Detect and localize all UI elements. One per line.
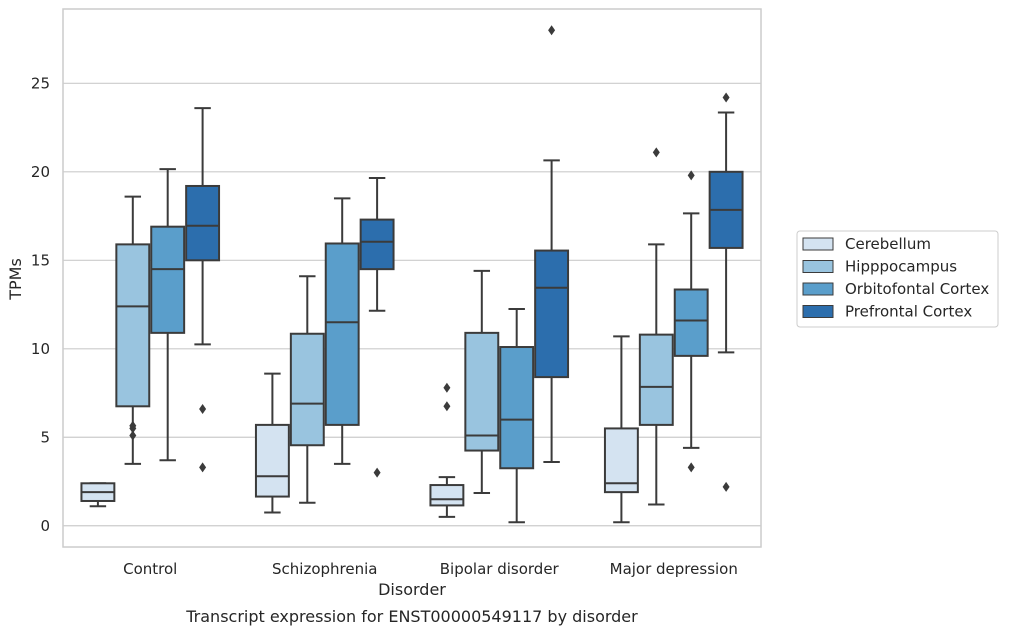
box-hipppocampus xyxy=(289,275,325,504)
box-iqr xyxy=(429,484,465,507)
outlier-point xyxy=(443,401,451,412)
box-iqr xyxy=(464,331,500,452)
box-iqr xyxy=(603,427,639,494)
y-tick-label: 15 xyxy=(31,251,50,269)
box-iqr xyxy=(638,333,674,426)
box-orbitofontal-cortex xyxy=(673,170,709,473)
legend-swatch xyxy=(802,260,834,273)
legend: Cerebellum Hipppocampus Orbitofontal Corte… xyxy=(796,230,999,328)
legend-swatch xyxy=(802,305,834,318)
outlier-point xyxy=(687,462,695,473)
box-groups xyxy=(80,25,744,524)
y-axis-label: TPMs xyxy=(6,258,25,301)
plot-frame xyxy=(62,8,762,548)
x-tick-label: Control xyxy=(123,560,177,578)
box-iqr xyxy=(359,218,395,271)
legend-label: Cerebellum xyxy=(845,235,931,253)
legend-swatch xyxy=(802,282,834,296)
outlier-point xyxy=(722,481,730,492)
box-iqr xyxy=(254,423,290,498)
legend-label: Hipppocampus xyxy=(845,258,957,276)
x-axis-label: Disorder xyxy=(378,580,446,599)
chart-caption: Transcript expression for ENST0000054911… xyxy=(185,607,638,626)
x-tick-label: Bipolar disorder xyxy=(440,560,560,578)
box-orbitofontal-cortex xyxy=(150,168,186,462)
outlier-point xyxy=(373,467,381,478)
box-hipppocampus xyxy=(638,147,674,506)
box-iqr xyxy=(499,346,535,470)
outlier-point xyxy=(548,25,556,36)
box-hipppocampus xyxy=(464,269,500,495)
y-tick-labels: 0 5 10 15 20 25 xyxy=(31,74,50,534)
box-cerebellum xyxy=(429,382,465,518)
outlier-point xyxy=(199,403,207,414)
box-prefrontal-cortex xyxy=(359,177,395,478)
x-tick-label: Schizophrenia xyxy=(272,560,377,578)
box-orbitofontal-cortex xyxy=(324,197,360,465)
x-tick-labels: Control Schizophrenia Bipolar disorder Majo… xyxy=(123,560,738,578)
outlier-point xyxy=(129,420,137,431)
box-prefrontal-cortex xyxy=(534,25,570,464)
outlier-point xyxy=(443,382,451,393)
legend-label: Orbitofontal Cortex xyxy=(845,280,989,298)
box-prefrontal-cortex xyxy=(708,92,744,492)
y-tick-label: 5 xyxy=(40,428,50,446)
outlier-point xyxy=(129,430,137,441)
box-iqr xyxy=(289,332,325,447)
box-prefrontal-cortex xyxy=(185,107,221,473)
outlier-point xyxy=(199,462,207,473)
box-hipppocampus xyxy=(115,195,151,465)
outlier-point xyxy=(652,147,660,158)
legend-frame xyxy=(796,230,999,328)
box-iqr xyxy=(534,249,570,379)
box-iqr xyxy=(324,242,360,426)
box-iqr xyxy=(185,184,221,262)
y-tick-label: 20 xyxy=(31,163,50,181)
x-tick-label: Major depression xyxy=(610,560,738,578)
legend-label: Prefrontal Cortex xyxy=(845,303,972,321)
box-cerebellum xyxy=(254,372,290,514)
outlier-point xyxy=(687,170,695,181)
box-cerebellum xyxy=(80,482,116,508)
y-tick-label: 25 xyxy=(31,74,50,92)
box-iqr xyxy=(150,225,186,334)
legend-swatch xyxy=(802,237,834,251)
outlier-point xyxy=(722,92,730,103)
box-iqr xyxy=(115,243,151,408)
box-cerebellum xyxy=(603,335,639,524)
y-tick-label: 0 xyxy=(40,517,50,535)
y-tick-label: 10 xyxy=(31,340,50,358)
box-iqr xyxy=(673,288,709,357)
box-orbitofontal-cortex xyxy=(499,307,535,524)
